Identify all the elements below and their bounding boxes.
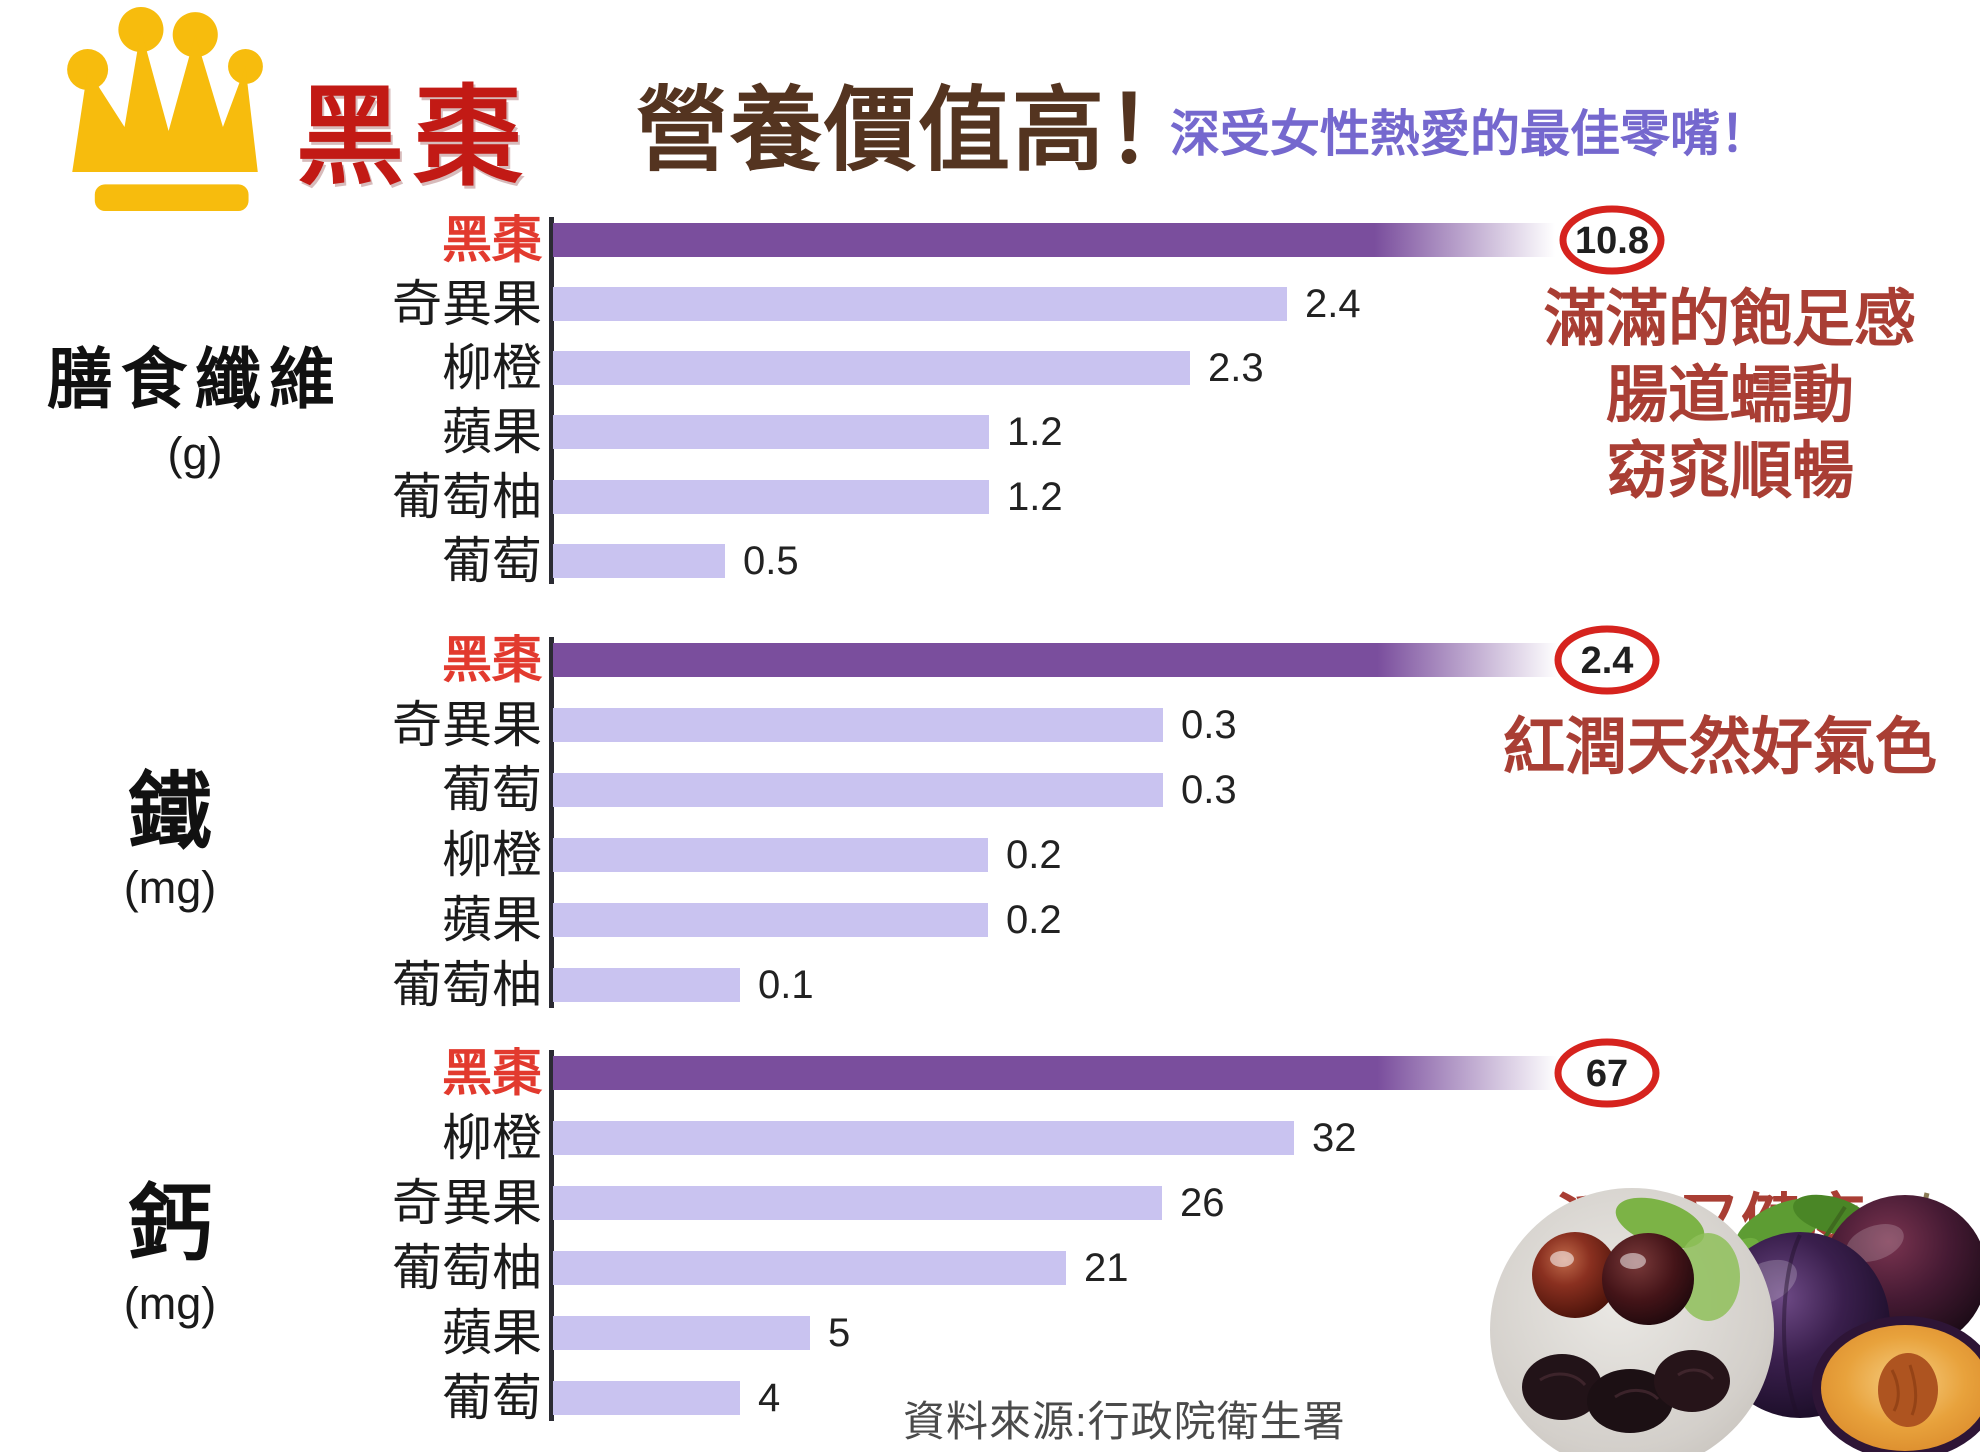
row-label-黑棗: 黑棗 [442, 212, 542, 268]
axis-line [549, 217, 554, 584]
value-label: 21 [1084, 1246, 1129, 1290]
page-tagline: 深受女性熱愛的最佳零嘴！ [1170, 106, 1770, 162]
bar-葡萄 [553, 773, 1163, 807]
value-label: 0.2 [1006, 833, 1062, 877]
category-label: 膳食纖維 [47, 342, 343, 416]
data-source-note: 資料來源:行政院衛生署 [903, 1398, 1346, 1445]
row-label-葡萄柚: 葡萄柚 [392, 1240, 542, 1296]
annotation: 滿滿的飽足感 腸道蠕動窈窕順暢 [1510, 282, 1950, 510]
bar-葡萄柚 [553, 1251, 1066, 1285]
value-label: 2.4 [1305, 282, 1361, 326]
value-label: 0.1 [758, 963, 814, 1007]
svg-text:10.8: 10.8 [1575, 220, 1649, 262]
row-label-奇異果: 奇異果 [392, 697, 542, 753]
row-label-蘋果: 蘋果 [442, 1305, 542, 1361]
svg-text:2.4: 2.4 [1581, 640, 1634, 682]
category-unit-label: (mg) [123, 1278, 217, 1329]
highlight-circle-67: 67 [1554, 1038, 1660, 1108]
bar-葡萄柚 [553, 480, 989, 514]
value-label: 26 [1180, 1181, 1225, 1225]
bar-蘋果 [553, 1316, 810, 1350]
highlight-circle-10.8: 10.8 [1559, 205, 1665, 275]
value-label: 0.3 [1181, 703, 1237, 747]
row-label-柳橙: 柳橙 [442, 827, 542, 883]
row-label-葡萄: 葡萄 [442, 533, 542, 589]
axis-line [549, 1050, 554, 1421]
row-label-柳橙: 柳橙 [442, 340, 542, 396]
half-plum [1812, 1316, 1980, 1452]
page-subtitle: 營養價值高！ [636, 80, 1201, 182]
prunes-photo [1490, 1188, 1980, 1452]
value-label: 0.2 [1006, 898, 1062, 942]
row-label-蘋果: 蘋果 [442, 404, 542, 460]
bar-柳橙 [553, 838, 988, 872]
highlight-circle-2.4: 2.4 [1554, 625, 1660, 695]
value-label: 1.2 [1007, 410, 1063, 454]
bar-葡萄 [553, 544, 725, 578]
row-label-葡萄柚: 葡萄柚 [392, 957, 542, 1013]
dried-prunes-inset [1490, 1188, 1774, 1452]
category-label: 鈣 [127, 1177, 212, 1271]
value-label: 5 [828, 1311, 851, 1355]
page-title: 黑棗 [296, 76, 533, 197]
category-label: 鐵 [127, 765, 212, 859]
row-label-葡萄: 葡萄 [442, 762, 542, 818]
bar-奇異果 [553, 1186, 1162, 1220]
bar-奇異果 [553, 287, 1287, 321]
value-label: 32 [1312, 1116, 1357, 1160]
row-label-蘋果: 蘋果 [442, 892, 542, 948]
value-label: 4 [758, 1376, 781, 1420]
row-label-黑棗: 黑棗 [442, 632, 542, 688]
category-unit-label: (g) [167, 428, 223, 479]
value-label: 2.3 [1208, 346, 1264, 390]
crown-icon [67, 7, 263, 211]
row-label-葡萄柚: 葡萄柚 [392, 469, 542, 525]
bar-柳橙 [553, 1121, 1294, 1155]
row-label-葡萄: 葡萄 [442, 1370, 542, 1426]
annotation-line: 窈窕順暢 [1605, 437, 1854, 506]
annotation-line: 紅潤天然好氣色 [1502, 713, 1937, 782]
axis-line [549, 637, 554, 1008]
svg-text:67: 67 [1586, 1053, 1628, 1095]
bar-柳橙 [553, 351, 1190, 385]
annotation-line: 腸道蠕動 [1605, 361, 1854, 430]
row-label-黑棗: 黑棗 [442, 1045, 542, 1101]
value-label: 1.2 [1007, 475, 1063, 519]
row-label-柳橙: 柳橙 [442, 1110, 542, 1166]
bar-蘋果 [553, 415, 989, 449]
bar-蘋果 [553, 903, 988, 937]
row-label-奇異果: 奇異果 [392, 276, 542, 332]
bar-奇異果 [553, 708, 1163, 742]
annotation: 紅潤天然好氣色 [1470, 710, 1970, 786]
value-label: 0.3 [1181, 768, 1237, 812]
bar-葡萄柚 [553, 968, 740, 1002]
row-label-奇異果: 奇異果 [392, 1175, 542, 1231]
bar-highlight-黑棗 [553, 223, 1555, 257]
value-label: 0.5 [743, 539, 799, 583]
bar-highlight-黑棗 [553, 643, 1558, 677]
annotation-line: 滿滿的飽足感 [1543, 285, 1916, 354]
category-unit-label: (mg) [123, 862, 217, 913]
bar-葡萄 [553, 1381, 740, 1415]
bar-highlight-黑棗 [553, 1056, 1558, 1090]
